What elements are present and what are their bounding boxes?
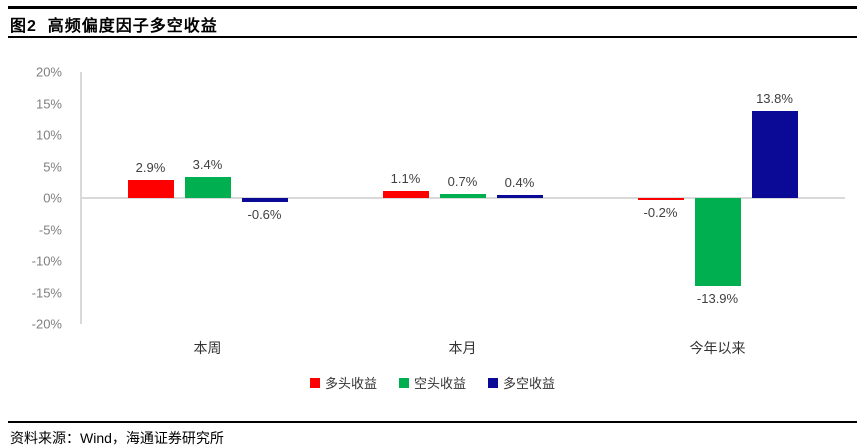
y-tick-label: 15% (35, 96, 62, 111)
bar-空头收益-本周 (184, 176, 231, 198)
legend-label: 空头收益 (413, 376, 466, 391)
legend-label: 多头收益 (324, 376, 377, 391)
y-axis-tick-labels: 20% 15% 10% 5% 0% -5% -10% -15% -20% (0, 65, 62, 332)
bar-空头收益-本月 (439, 193, 486, 198)
bar-value-label: 0.4% (504, 175, 535, 191)
bar-value-label: 2.9% (135, 159, 166, 175)
bar-value-label: 0.7% (447, 173, 478, 189)
y-tick-label: -10% (31, 253, 62, 269)
figure-title: 图2 高频偏度因子多空收益 (10, 18, 218, 35)
legend-swatch-多空收益 (488, 377, 498, 388)
y-tick-label: 20% (35, 64, 62, 80)
legend-swatch-空头收益 (398, 377, 409, 388)
bar-value-label: 3.4% (192, 156, 223, 172)
zero-gridline (80, 197, 845, 199)
y-tick-label: 0% (43, 190, 62, 206)
bar-value-label: -13.9% (696, 290, 739, 306)
x-category-label: 今年以来 (689, 340, 746, 356)
y-tick-label: 5% (43, 159, 62, 174)
legend-label: 多空收益 (503, 376, 556, 391)
top-border-line (8, 6, 857, 9)
bar-多空收益-今年以来 (751, 111, 798, 198)
legend-item: 多空收益 (488, 373, 555, 392)
bar-多头收益-今年以来 (637, 198, 684, 200)
bar-value-label: 1.1% (390, 171, 421, 187)
x-category-label: 本周 (193, 340, 222, 356)
legend-item: 空头收益 (398, 373, 466, 392)
title-separator-line (8, 36, 857, 38)
bar-value-label: 13.8% (756, 91, 793, 107)
bar-多空收益-本周 (241, 198, 288, 202)
footer-separator-line (8, 421, 857, 423)
legend-swatch-多头收益 (309, 377, 320, 388)
y-tick-label: -15% (31, 285, 62, 300)
x-category-label: 本月 (448, 340, 477, 356)
source-note: 资料来源：Wind，海通证券研究所 (10, 430, 224, 446)
chart-plot-area: 2.9% 3.4% -0.6% 1.1% 0.7% 0.4% -0.2% -13.9% 13.8… (80, 72, 845, 324)
legend-item: 多头收益 (309, 373, 377, 392)
y-tick-label: -5% (38, 222, 62, 237)
bar-value-label: -0.6% (247, 206, 282, 222)
bar-多头收益-本周 (127, 179, 174, 198)
bar-多空收益-本月 (496, 195, 543, 198)
y-tick-label: -20% (31, 316, 62, 332)
bar-多头收益-本月 (382, 191, 429, 198)
chart-legend: 多头收益 空头收益 多空收益 (0, 373, 865, 392)
bar-value-label: -0.2% (643, 204, 678, 220)
bar-空头收益-今年以来 (694, 198, 741, 286)
y-tick-label: 10% (35, 127, 62, 143)
